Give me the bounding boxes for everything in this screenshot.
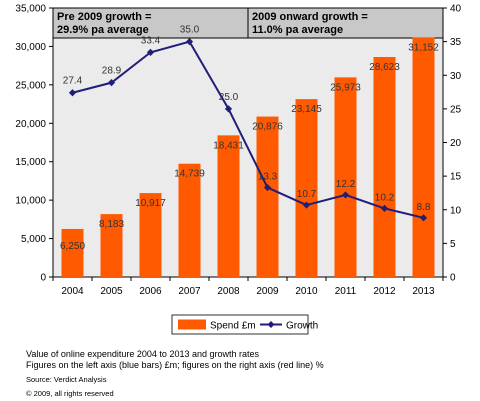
caption-line-1: Value of online expenditure 2004 to 2013… <box>26 349 260 359</box>
growth-value-label: 35.0 <box>180 25 200 36</box>
bar-value-label: 23,145 <box>291 104 322 115</box>
bar-spend <box>139 193 162 277</box>
right-tick-label: 0 <box>450 273 456 284</box>
annotation-line1-0: Pre 2009 growth = <box>57 11 151 23</box>
caption-line-2: Figures on the left axis (blue bars) £m;… <box>26 360 324 370</box>
growth-value-label: 28.9 <box>102 66 122 77</box>
growth-point <box>263 183 272 192</box>
legend-label-spend: Spend £m <box>210 321 256 332</box>
growth-value-label: 10.7 <box>297 189 317 200</box>
left-tick-label: 5,000 <box>21 234 46 245</box>
growth-point <box>224 105 233 113</box>
left-tick-label: 0 <box>40 273 46 284</box>
x-tick-label: 2008 <box>217 286 240 297</box>
legend-label-growth: Growth <box>286 321 318 332</box>
x-tick-label: 2012 <box>373 286 396 297</box>
bar-value-label: 28,623 <box>369 62 400 73</box>
annotation-box-1 <box>247 7 444 39</box>
right-tick-label: 25 <box>450 104 462 115</box>
x-tick-label: 2009 <box>256 286 279 297</box>
right-tick-label: 40 <box>450 4 462 15</box>
bar-spend <box>412 37 435 277</box>
source-note: Source: Verdict Analysis <box>26 375 107 384</box>
growth-value-label: 12.2 <box>336 179 356 190</box>
x-tick-label: 2006 <box>139 286 162 297</box>
bar-value-label: 8,183 <box>99 219 124 230</box>
growth-value-label: 10.2 <box>375 192 395 203</box>
annotation-line2-1: 11.0% pa average <box>252 24 343 36</box>
growth-value-label: 8.8 <box>417 202 431 213</box>
right-tick-label: 30 <box>450 71 462 82</box>
bar-spend <box>256 116 279 277</box>
growth-point <box>185 38 194 46</box>
bar-value-label: 6,250 <box>60 241 85 252</box>
x-tick-label: 2005 <box>100 286 123 297</box>
x-tick-label: 2011 <box>335 286 357 297</box>
growth-point <box>107 79 116 87</box>
right-tick-label: 35 <box>450 37 462 48</box>
right-tick-label: 20 <box>450 138 462 149</box>
bar-spend <box>334 77 357 278</box>
annotation-line1-1: 2009 onward growth = <box>252 11 368 23</box>
x-tick-label: 2010 <box>295 286 318 297</box>
x-tick-label: 2013 <box>412 286 435 297</box>
left-tick-label: 25,000 <box>15 80 46 91</box>
left-tick-label: 20,000 <box>15 119 46 130</box>
left-tick-label: 30,000 <box>15 42 46 53</box>
growth-point <box>146 48 155 56</box>
chart: Pre 2009 growth =29.9% pa average 2009 on… <box>15 4 462 335</box>
annotation-line2-0: 29.9% pa average <box>57 24 149 36</box>
bar-value-label: 20,876 <box>252 122 283 133</box>
bar-spend <box>61 228 84 277</box>
bar-spend <box>178 163 201 277</box>
right-tick-label: 15 <box>450 172 462 183</box>
bar-value-label: 25,973 <box>330 82 361 93</box>
growth-value-label: 27.4 <box>63 76 83 87</box>
copyright-note: © 2009, all rights reserved <box>26 389 114 398</box>
legend-marker-growth <box>267 321 275 328</box>
growth-value-label: 25.0 <box>219 92 239 103</box>
growth-line <box>72 40 424 219</box>
left-tick-label: 10,000 <box>15 196 46 207</box>
left-tick-label: 35,000 <box>15 4 46 15</box>
bar-value-label: 31,152 <box>408 43 439 54</box>
bar-spend <box>217 135 240 277</box>
left-tick-label: 15,000 <box>15 157 46 168</box>
growth-value-label: 33.4 <box>141 35 161 46</box>
growth-point <box>302 201 311 209</box>
growth-point <box>68 89 77 97</box>
bar-value-label: 14,739 <box>174 169 205 180</box>
growth-value-label: 13.3 <box>258 172 278 183</box>
bar-spend <box>100 214 123 277</box>
bar-spend <box>295 99 318 278</box>
annotation-box-0 <box>52 7 249 39</box>
growth-point <box>341 191 350 199</box>
bar-spend <box>373 57 396 278</box>
growth-point <box>380 204 389 213</box>
right-tick-label: 10 <box>450 205 462 216</box>
legend-swatch-spend <box>178 319 206 330</box>
x-tick-label: 2004 <box>61 286 84 297</box>
right-tick-label: 5 <box>450 239 456 250</box>
bar-value-label: 18,431 <box>213 140 244 151</box>
x-tick-label: 2007 <box>178 286 201 297</box>
caption: Value of online expenditure 2004 to 2013… <box>26 349 466 399</box>
growth-point <box>419 214 428 222</box>
bar-value-label: 10,917 <box>135 198 166 209</box>
